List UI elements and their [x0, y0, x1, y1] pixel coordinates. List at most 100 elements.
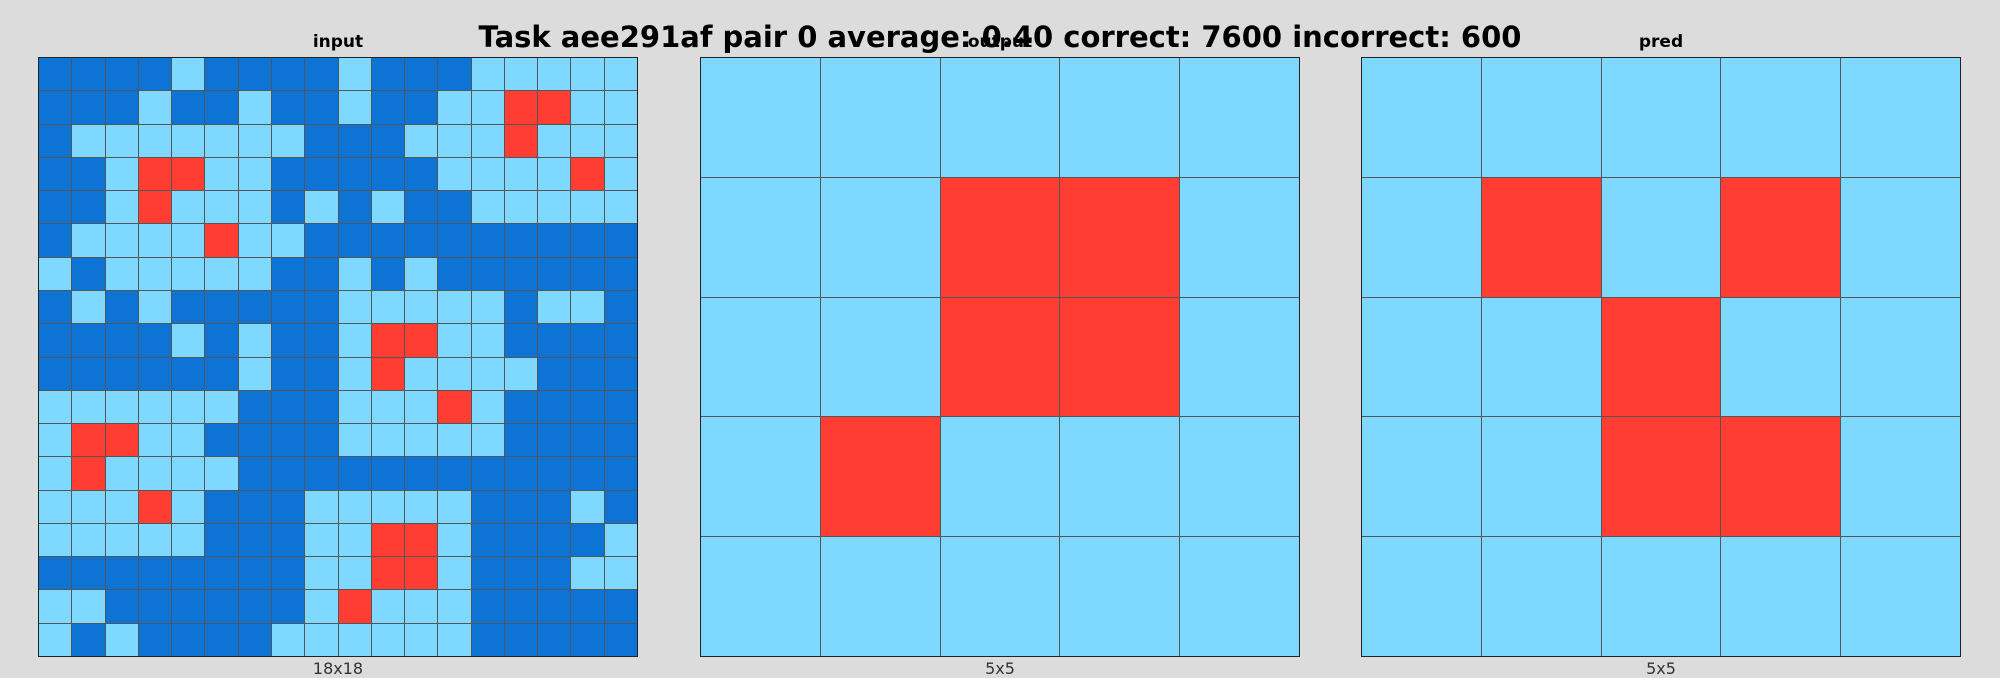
- grid-cell: [39, 91, 72, 124]
- grid-cell: [305, 224, 338, 257]
- grid-cell: [271, 523, 305, 557]
- grid-cell: [271, 357, 305, 390]
- grid-cell: [72, 224, 105, 257]
- grid-cell: [172, 623, 205, 656]
- grid-cell: [338, 357, 371, 390]
- grid-cell: [39, 590, 72, 623]
- grid-cell: [1721, 297, 1841, 417]
- grid-cell: [604, 157, 637, 191]
- grid-cell: [538, 324, 571, 357]
- grid-cell: [205, 91, 238, 124]
- grid-cell: [504, 590, 538, 623]
- grid-cell: [701, 58, 820, 177]
- grid-cell: [571, 124, 604, 157]
- grid-cell: [471, 58, 504, 91]
- grid-cell: [172, 357, 205, 390]
- grid-cell: [105, 390, 138, 424]
- grid-cell: [271, 91, 305, 124]
- panel-label-pred: pred: [1638, 32, 1684, 52]
- grid-cell: [72, 457, 105, 490]
- grid-cell: [338, 91, 371, 124]
- grid-cell: [138, 490, 172, 523]
- grid-cell: [1481, 417, 1601, 537]
- grid-cell: [405, 557, 438, 590]
- grid-cell: [338, 157, 371, 191]
- grid-cell: [1180, 58, 1299, 177]
- grid-cell: [538, 124, 571, 157]
- grid-cell: [138, 523, 172, 557]
- grid-cell: [405, 257, 438, 290]
- grid-cell: [1601, 177, 1721, 297]
- grid-cell: [471, 191, 504, 224]
- grid-cell: [205, 590, 238, 623]
- grid-cell: [205, 523, 238, 557]
- grid-cell: [39, 457, 72, 490]
- grid-cell: [1060, 58, 1180, 177]
- grid-cell: [504, 91, 538, 124]
- grid-cell: [604, 590, 637, 623]
- grid-cell: [1841, 297, 1960, 417]
- grid-cell: [39, 58, 72, 91]
- grid-cell: [1721, 417, 1841, 537]
- grid-cell: [571, 457, 604, 490]
- grid-cell: [438, 91, 471, 124]
- grid-cell: [571, 191, 604, 224]
- grid-cell: [504, 191, 538, 224]
- grid-cell: [471, 424, 504, 457]
- grid-cell: [338, 490, 371, 523]
- grid-cell: [271, 457, 305, 490]
- grid-cell: [1721, 177, 1841, 297]
- grid-cell: [438, 490, 471, 523]
- grid-cell: [305, 157, 338, 191]
- grid-cell: [371, 124, 405, 157]
- grid-cell: [701, 537, 820, 656]
- grid-cell: [371, 590, 405, 623]
- pred-grid-size: 5x5: [1646, 659, 1676, 678]
- grid-cell: [172, 290, 205, 324]
- grid-cell: [538, 457, 571, 490]
- grid-cell: [205, 424, 238, 457]
- grid-cell: [205, 224, 238, 257]
- grid-cell: [39, 224, 72, 257]
- grid-cell: [1601, 297, 1721, 417]
- output-grid: [700, 57, 1300, 657]
- grid-cell: [105, 424, 138, 457]
- grid-cell: [305, 590, 338, 623]
- grid-cell: [72, 91, 105, 124]
- grid-cell: [504, 357, 538, 390]
- grid-cell: [271, 590, 305, 623]
- grid-cell: [538, 623, 571, 656]
- grid-cell: [72, 191, 105, 224]
- grid-cell: [305, 523, 338, 557]
- grid-cell: [471, 124, 504, 157]
- grid-cell: [504, 224, 538, 257]
- grid-cell: [371, 424, 405, 457]
- panel-label-output: output: [967, 32, 1033, 52]
- grid-cell: [571, 257, 604, 290]
- grid-cell: [205, 490, 238, 523]
- grid-cell: [305, 424, 338, 457]
- grid-cell: [371, 157, 405, 191]
- grid-cell: [39, 191, 72, 224]
- grid-cell: [271, 224, 305, 257]
- grid-cell: [39, 557, 72, 590]
- grid-cell: [138, 224, 172, 257]
- grid-cell: [1481, 58, 1601, 177]
- grid-cell: [371, 357, 405, 390]
- grid-cell: [39, 257, 72, 290]
- grid-cell: [1060, 297, 1180, 417]
- grid-cell: [1362, 177, 1481, 297]
- grid-cell: [238, 124, 271, 157]
- grid-cell: [405, 590, 438, 623]
- grid-cell: [72, 157, 105, 191]
- grid-cell: [72, 124, 105, 157]
- grid-cell: [471, 457, 504, 490]
- grid-cell: [271, 191, 305, 224]
- grid-cell: [238, 590, 271, 623]
- grid-cell: [538, 191, 571, 224]
- grid-cell: [604, 191, 637, 224]
- grid-cell: [438, 357, 471, 390]
- grid-cell: [604, 523, 637, 557]
- grid-cell: [504, 58, 538, 91]
- grid-cell: [205, 290, 238, 324]
